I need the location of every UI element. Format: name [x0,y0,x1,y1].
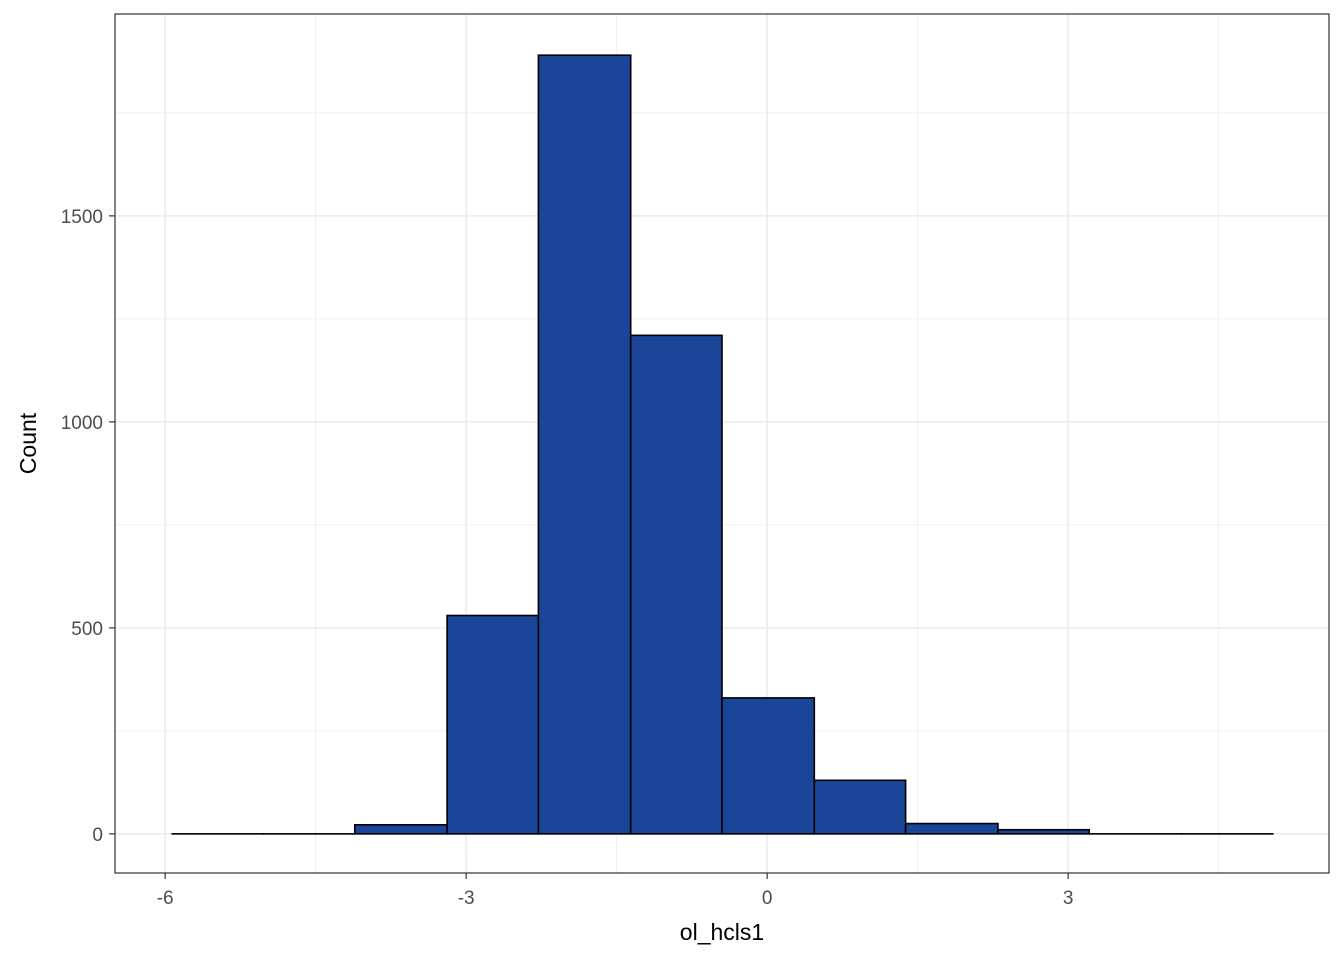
y-tick-label: 1000 [61,413,103,434]
histogram-bar [721,697,816,835]
histogram-bar [997,828,1091,835]
histogram-bar [353,823,448,835]
y-axis-title: Count [15,412,41,474]
histogram-bar [629,334,723,835]
histogram-bar [537,54,632,835]
y-tick-label: 1500 [61,207,103,228]
axes: -6 -3 0 3 0 500 1000 1500 [61,207,1074,909]
histogram-bar [813,779,907,835]
y-tick-label: 500 [71,619,103,640]
x-axis-title: ol_hcls1 [680,919,764,945]
panel-border [114,13,1330,874]
histogram-bar [904,822,999,835]
histogram-bars [171,54,1274,835]
histogram-bar [446,614,540,835]
x-tick-label: -3 [458,888,475,909]
y-tick-label: 0 [92,825,103,846]
x-tick-label: -6 [157,888,174,909]
x-tick-label: 3 [1063,888,1074,909]
x-tick-label: 0 [762,888,773,909]
